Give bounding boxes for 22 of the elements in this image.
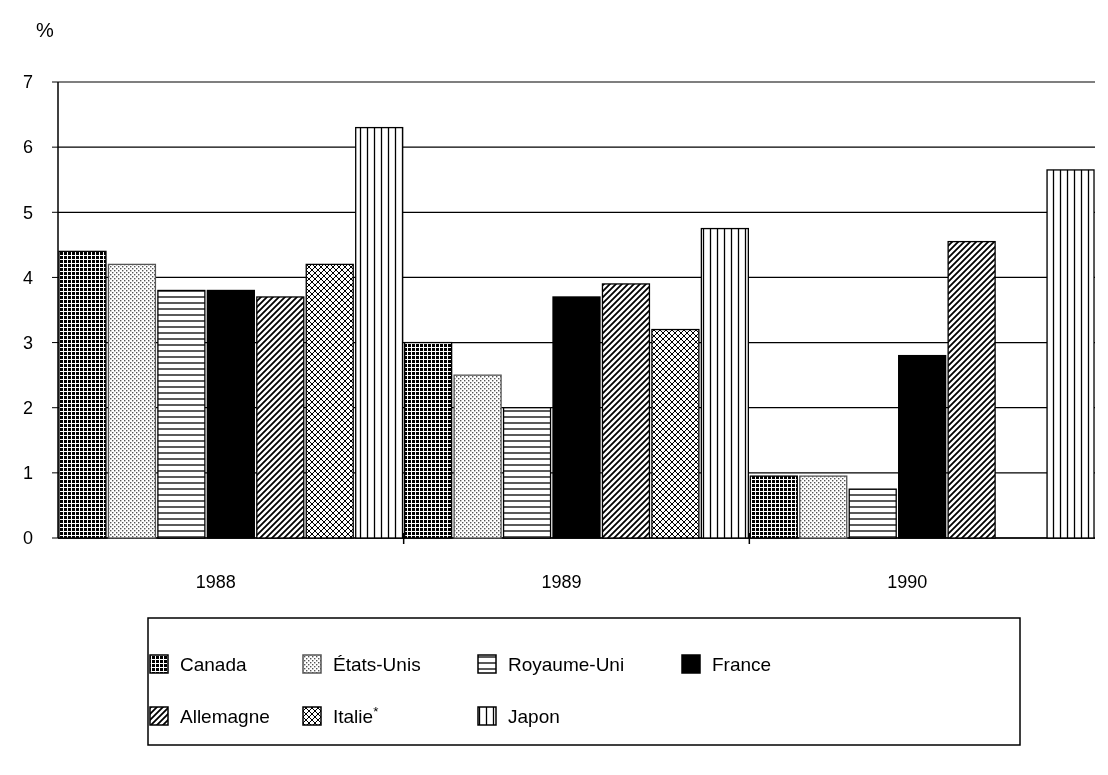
legend-label: Italie$^{*}$ <box>333 703 379 727</box>
bar <box>453 374 502 539</box>
legend-label: France <box>712 653 772 675</box>
legend-label: Japon <box>508 705 560 727</box>
x-tick-label: 1988 <box>195 572 236 592</box>
legend-label: Royaume-Uni <box>508 653 625 675</box>
legend-label: Canada <box>180 653 247 675</box>
y-tick-label: 7 <box>23 72 34 93</box>
bar <box>107 263 157 539</box>
y-tick-label: 3 <box>23 332 34 353</box>
y-axis-title: % <box>36 19 54 41</box>
x-tick-label: 1989 <box>541 572 582 592</box>
y-tick-label: 0 <box>23 528 34 549</box>
y-tick-label: 1 <box>23 463 34 484</box>
legend-label: Allemagne <box>180 705 270 727</box>
y-tick-label: 6 <box>23 137 34 158</box>
y-tick-label: 5 <box>23 202 34 223</box>
bar <box>799 475 848 539</box>
legend-label: États-Unis <box>333 653 421 675</box>
x-tick-label: 1990 <box>887 572 928 592</box>
y-tick-label: 4 <box>23 267 34 288</box>
y-tick-label: 2 <box>23 398 34 419</box>
